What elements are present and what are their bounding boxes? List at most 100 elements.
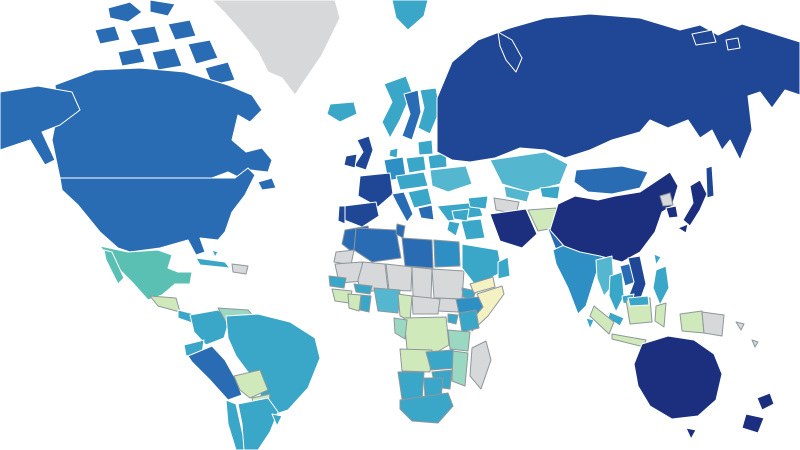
country-russia[interactable] — [436, 13, 800, 163]
country-denmark[interactable] — [388, 147, 399, 159]
country-ivory-coast[interactable] — [347, 293, 362, 312]
country-canada-island[interactable] — [117, 47, 146, 67]
country-sakhalin[interactable] — [705, 165, 715, 199]
country-canada-island[interactable] — [94, 25, 121, 45]
country-somalia[interactable] — [469, 285, 505, 332]
country-canada-island[interactable] — [107, 1, 143, 23]
country-cuba[interactable] — [195, 257, 231, 269]
country-svalbard[interactable] — [391, 0, 429, 31]
country-argentina[interactable] — [237, 397, 279, 450]
country-caucasus[interactable] — [467, 195, 489, 210]
country-italy[interactable] — [391, 191, 414, 223]
country-greenland[interactable] — [211, 0, 341, 96]
country-canada-island[interactable] — [149, 0, 176, 17]
country-libya[interactable] — [401, 237, 434, 269]
country-kazakhstan[interactable] — [489, 151, 569, 193]
country-canada[interactable] — [51, 67, 273, 179]
country-usa[interactable] — [59, 167, 256, 256]
country-kyrgyzstan-tajikistan[interactable] — [539, 185, 561, 200]
country-ukraine[interactable] — [429, 165, 473, 193]
country-burkina-faso[interactable] — [353, 283, 373, 295]
country-japan-kyushu[interactable] — [677, 223, 689, 234]
country-novaya-zemlya[interactable] — [497, 31, 523, 73]
country-mexico[interactable] — [99, 245, 193, 301]
country-uganda[interactable] — [447, 313, 459, 325]
country-pacific-island[interactable] — [735, 321, 745, 331]
country-malaysia-borneo[interactable] — [627, 295, 650, 307]
country-iceland[interactable] — [326, 101, 358, 123]
country-indonesia-java[interactable] — [611, 333, 647, 348]
country-philippines[interactable] — [652, 265, 670, 306]
country-congo-gabon[interactable] — [393, 317, 408, 340]
country-south-africa[interactable] — [399, 392, 454, 424]
country-central-europe[interactable] — [395, 171, 429, 191]
country-chad[interactable] — [411, 266, 433, 300]
country-sri-lanka[interactable] — [585, 317, 595, 330]
country-sweden[interactable] — [401, 89, 422, 141]
country-mozambique[interactable] — [451, 350, 469, 387]
country-japan[interactable] — [682, 179, 708, 227]
country-senegal[interactable] — [328, 275, 347, 289]
country-portugal[interactable] — [337, 205, 346, 225]
country-poland[interactable] — [405, 155, 427, 174]
country-central-african-republic[interactable] — [411, 295, 441, 315]
country-sudan[interactable] — [431, 268, 465, 300]
country-pacific-island[interactable] — [751, 339, 759, 348]
country-algeria[interactable] — [353, 227, 402, 263]
country-arctic-islands[interactable] — [691, 29, 717, 46]
country-zambia[interactable] — [425, 349, 457, 371]
country-brazil[interactable] — [225, 313, 321, 417]
country-uk[interactable] — [353, 135, 374, 171]
country-bahamas[interactable] — [211, 249, 219, 258]
country-canada-island[interactable] — [187, 39, 219, 65]
country-nigeria[interactable] — [373, 287, 401, 314]
country-balkans[interactable] — [407, 187, 433, 209]
country-new-zealand-north[interactable] — [756, 392, 775, 411]
country-baltics[interactable] — [417, 139, 434, 156]
country-jordan-israel[interactable] — [446, 220, 461, 237]
country-canada-island[interactable] — [167, 19, 197, 41]
country-greece[interactable] — [417, 204, 435, 221]
country-ghana[interactable] — [359, 294, 372, 313]
country-oman[interactable] — [497, 256, 511, 280]
country-niger[interactable] — [385, 263, 413, 292]
country-egypt[interactable] — [433, 239, 461, 268]
country-thailand[interactable] — [608, 271, 625, 313]
country-chile[interactable] — [225, 399, 249, 450]
country-taiwan[interactable] — [653, 253, 662, 266]
country-indonesia-sulawesi[interactable] — [654, 302, 667, 328]
country-canada-island[interactable] — [129, 25, 161, 47]
country-angola[interactable] — [399, 348, 433, 373]
country-france[interactable] — [357, 172, 394, 208]
country-arctic-islands[interactable] — [725, 37, 741, 51]
country-canada-island[interactable] — [151, 47, 183, 71]
country-nova-scotia[interactable] — [257, 177, 277, 191]
country-kenya[interactable] — [458, 309, 480, 333]
country-cameroon[interactable] — [397, 293, 413, 322]
country-uzbekistan[interactable] — [503, 185, 531, 203]
country-iraq[interactable] — [460, 218, 486, 241]
country-papua-new-guinea[interactable] — [701, 311, 725, 337]
country-ireland[interactable] — [343, 153, 358, 169]
country-tasmania[interactable] — [685, 427, 697, 440]
country-peru[interactable] — [187, 345, 243, 401]
country-mongolia[interactable] — [573, 165, 649, 195]
country-alaska[interactable] — [0, 85, 81, 166]
country-tanzania[interactable] — [447, 329, 471, 352]
country-iran[interactable] — [489, 208, 538, 249]
country-mexico-baja[interactable] — [103, 249, 125, 285]
country-saudi-arabia[interactable] — [461, 243, 503, 287]
country-uruguay[interactable] — [271, 413, 283, 427]
country-australia[interactable] — [633, 335, 723, 420]
country-bolivia[interactable] — [233, 369, 269, 399]
country-hispaniola[interactable] — [231, 263, 249, 275]
country-spain[interactable] — [343, 201, 380, 228]
country-china[interactable] — [549, 171, 679, 263]
country-malaysia[interactable] — [607, 311, 625, 327]
country-north-korea[interactable] — [659, 192, 674, 207]
country-colombia[interactable] — [189, 309, 231, 346]
country-indonesia-papua[interactable] — [679, 310, 705, 334]
country-norway[interactable] — [381, 75, 413, 139]
country-south-korea[interactable] — [665, 205, 679, 219]
country-new-zealand-south[interactable] — [741, 413, 765, 434]
